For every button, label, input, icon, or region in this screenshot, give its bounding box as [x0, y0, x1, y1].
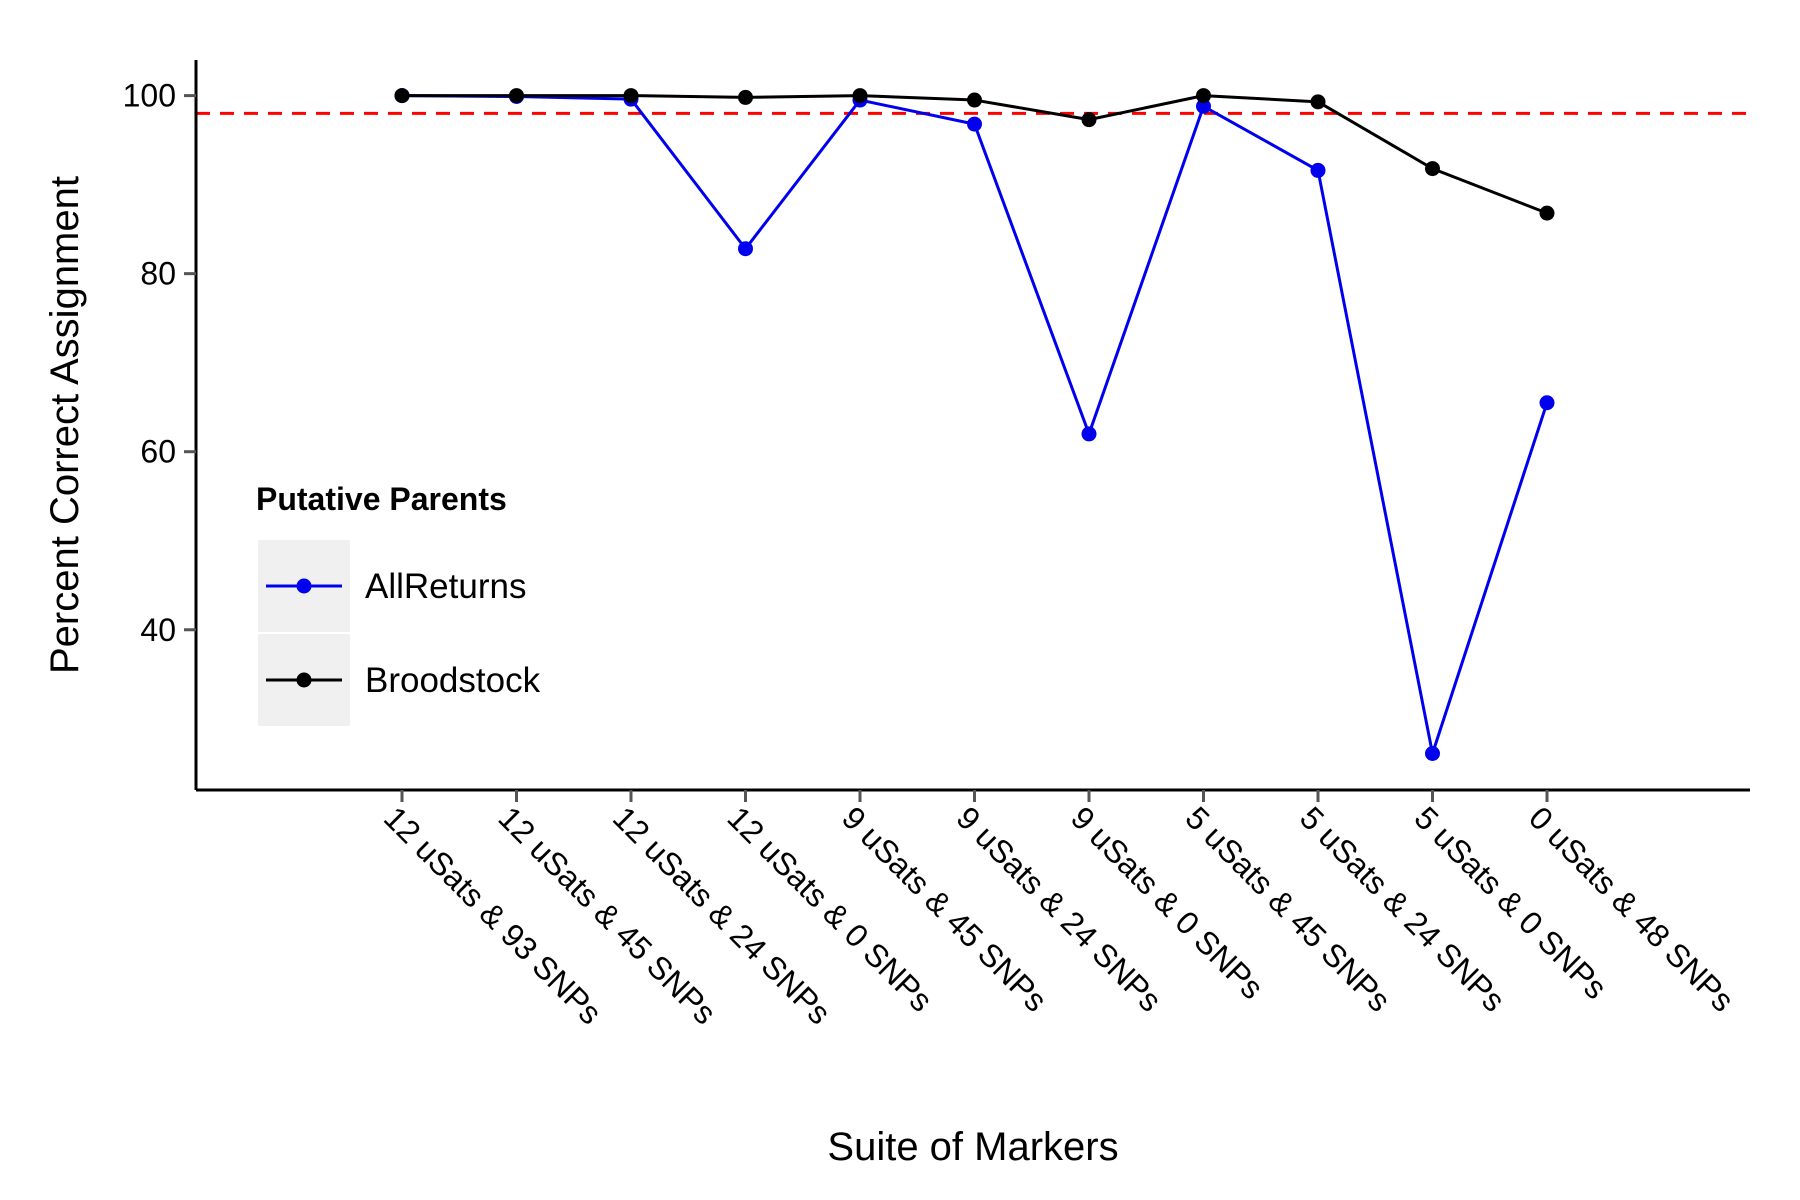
- x-tick-label: 5 uSats & 0 SNPs: [1408, 799, 1615, 1006]
- data-point: [852, 88, 868, 104]
- data-point: [1539, 395, 1555, 411]
- x-tick-label: 12 uSats & 93 SNPs: [377, 799, 609, 1031]
- data-point: [1425, 161, 1440, 177]
- x-tick-label: 12 uSats & 45 SNPs: [492, 799, 724, 1031]
- series-layer: [394, 88, 1555, 761]
- data-point: [509, 88, 524, 104]
- legend-label: Broodstock: [365, 661, 541, 700]
- legend-items: AllReturns Broodstock: [258, 540, 541, 726]
- x-tick-label: 9 uSats & 0 SNPs: [1064, 799, 1271, 1006]
- legend: Putative Parents AllReturns Broodstock: [256, 481, 541, 726]
- x-tick-label: 12 uSats & 24 SNPs: [606, 799, 838, 1031]
- y-axis-title: Percent Correct Assignment: [43, 176, 87, 674]
- legend-key-point: [296, 672, 312, 688]
- legend-label: AllReturns: [365, 567, 526, 606]
- data-point: [1425, 746, 1440, 761]
- data-point: [1081, 112, 1097, 128]
- x-tick-label: 9 uSats & 45 SNPs: [835, 799, 1054, 1018]
- x-tick-label: 5 uSats & 24 SNPs: [1293, 799, 1512, 1018]
- series-allreturns: [394, 88, 1555, 761]
- legend-key-point: [296, 578, 312, 594]
- legend-item-allreturns: AllReturns: [258, 540, 526, 632]
- x-axis-title: Suite of Markers: [827, 1125, 1118, 1169]
- series-broodstock: [394, 88, 1555, 221]
- data-point: [738, 241, 753, 257]
- y-tick-label: 80: [140, 256, 176, 292]
- data-point: [1196, 88, 1211, 104]
- data-point: [623, 88, 639, 104]
- data-point: [1539, 205, 1555, 221]
- y-axis-ticks: 40 60 80 100: [123, 78, 196, 648]
- legend-title: Putative Parents: [256, 481, 507, 517]
- y-tick-label: 40: [140, 612, 176, 648]
- data-point: [1310, 94, 1326, 110]
- x-tick-label: 0 uSats & 48 SNPs: [1522, 799, 1741, 1018]
- x-tick-label: 9 uSats & 24 SNPs: [950, 799, 1169, 1018]
- data-point: [1196, 98, 1211, 114]
- data-point: [394, 88, 410, 104]
- data-point: [967, 116, 982, 132]
- x-tick-label: 12 uSats & 0 SNPs: [721, 799, 940, 1018]
- data-point: [738, 89, 753, 105]
- y-tick-label: 100: [123, 78, 176, 114]
- data-point: [967, 92, 982, 108]
- x-tick-label: 5 uSats & 45 SNPs: [1179, 799, 1398, 1018]
- series-line: [401, 94, 1549, 755]
- data-point: [1081, 426, 1097, 442]
- y-tick-label: 60: [140, 434, 176, 470]
- data-point: [1310, 162, 1326, 178]
- legend-item-broodstock: Broodstock: [258, 634, 541, 726]
